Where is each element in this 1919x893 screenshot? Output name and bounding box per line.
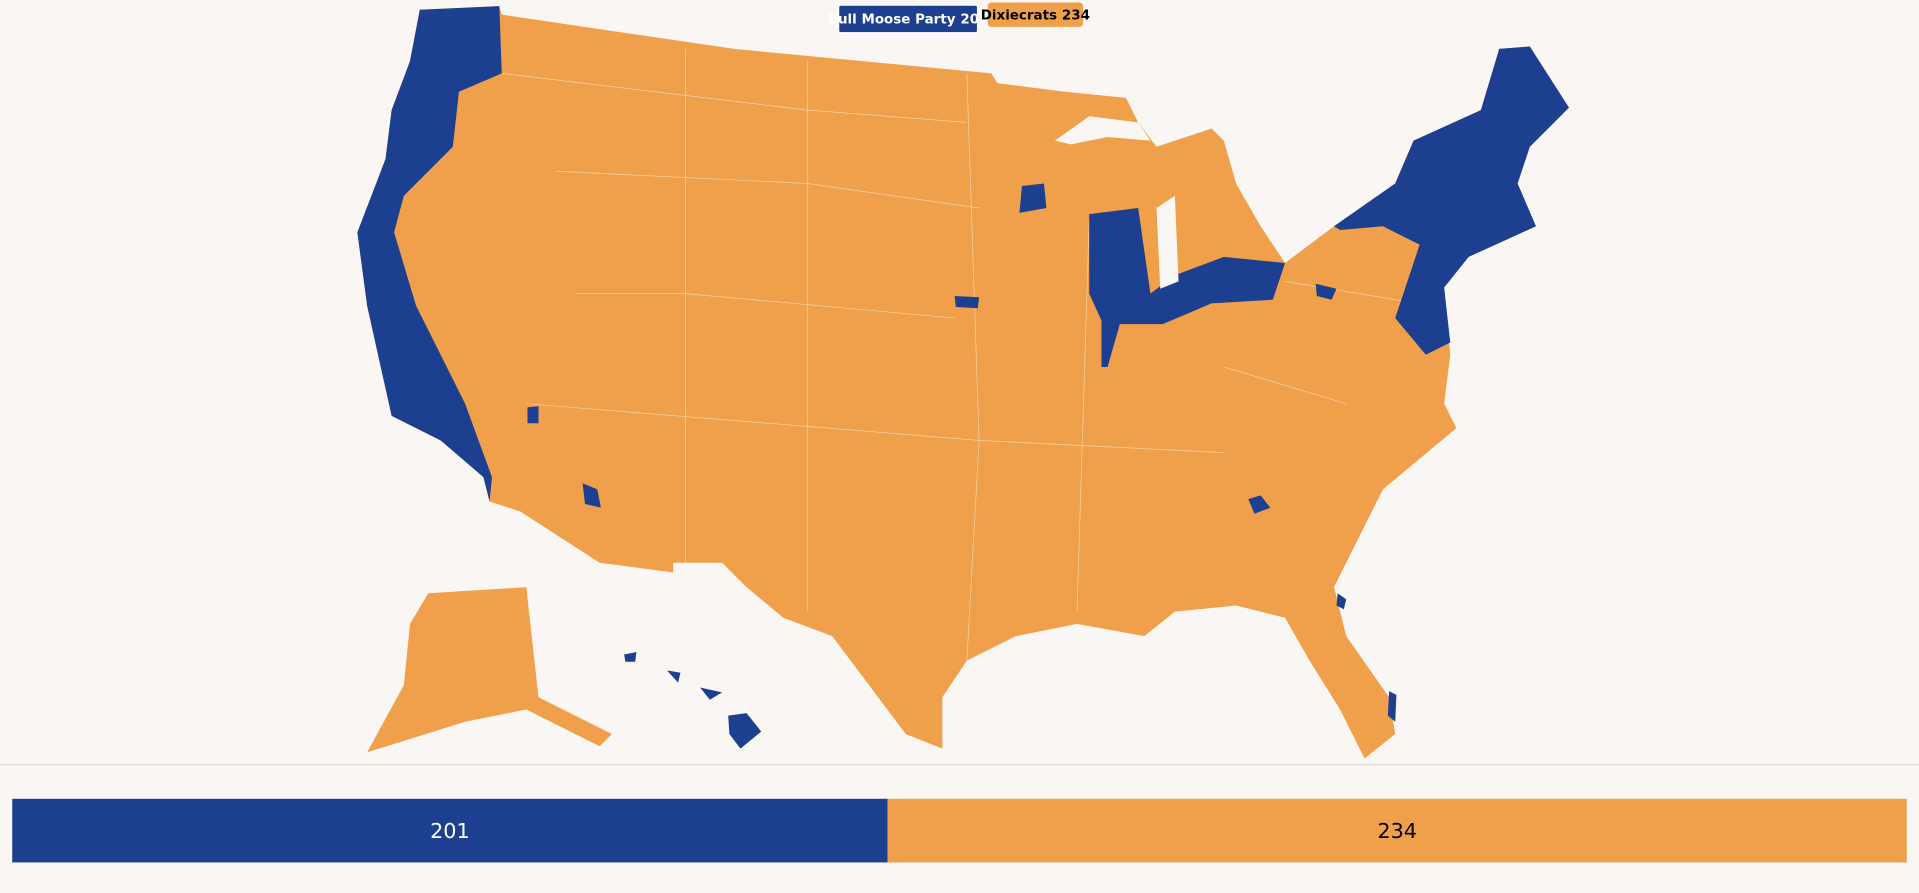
district	[527, 406, 539, 424]
west-coast-districts	[357, 6, 502, 502]
district	[582, 483, 601, 508]
bar-segment	[12, 798, 888, 863]
northeast-districts	[1333, 46, 1569, 355]
button-bg[interactable]	[987, 2, 1084, 27]
contiguous-states	[357, 6, 1569, 759]
state-borders	[501, 48, 1432, 661]
district	[954, 296, 980, 309]
party-name: Dixiecrats	[981, 8, 1057, 23]
lake-michigan	[1156, 195, 1179, 289]
seat-bar: 201 234	[12, 798, 1907, 863]
legend-button[interactable]: Dixiecrats 234	[981, 2, 1090, 27]
great-lakes-districts	[1089, 207, 1286, 367]
party-name: Bull Moose Party	[828, 13, 956, 28]
district	[1019, 183, 1047, 213]
district	[1248, 495, 1271, 514]
district	[1387, 691, 1397, 722]
bar-label: 201	[430, 819, 470, 843]
button-bg[interactable]	[837, 3, 979, 34]
party-seats: 201	[960, 13, 988, 28]
lake-superior	[1054, 116, 1151, 145]
hawaii	[624, 652, 762, 749]
alaska	[367, 587, 612, 753]
district	[1336, 593, 1347, 610]
map	[357, 6, 1569, 759]
legend-button[interactable]: Bull Moose Party 201	[828, 3, 989, 34]
party-seats: 234	[1062, 8, 1090, 23]
button-label[interactable]: Dixiecrats 234	[981, 8, 1090, 23]
bar-label: 234	[1377, 819, 1417, 843]
district	[1315, 283, 1337, 300]
bar-segment	[887, 798, 1907, 863]
button-label[interactable]: Bull Moose Party 201	[828, 13, 989, 28]
